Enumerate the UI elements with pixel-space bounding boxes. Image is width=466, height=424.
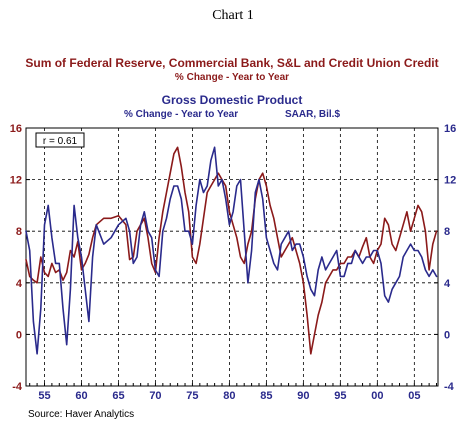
chart-subtitle-2-right: SAAR, Bil.$ — [285, 109, 340, 120]
x-tick-label: 75 — [186, 390, 198, 402]
y-tick-label-right: 16 — [444, 123, 456, 135]
x-tick-label: 90 — [297, 390, 309, 402]
y-tick-label-right: 12 — [444, 175, 456, 187]
x-tick-label: 05 — [408, 390, 420, 402]
y-tick-label-left: 0 — [16, 329, 22, 341]
x-tick-label: 85 — [260, 390, 272, 402]
y-tick-label-right: -4 — [444, 381, 455, 393]
x-tick-label: 60 — [75, 390, 87, 402]
chart-title: Sum of Federal Reserve, Commercial Bank,… — [25, 56, 438, 70]
chart-subtitle-2-left: % Change - Year to Year — [124, 109, 238, 120]
x-tick-label: 95 — [334, 390, 346, 402]
y-tick-label-right: 4 — [444, 278, 451, 290]
x-tick-label: 80 — [223, 390, 235, 402]
x-tick-label: 55 — [38, 390, 50, 402]
chart-number: Chart 1 — [212, 8, 254, 23]
y-tick-label-right: 0 — [444, 329, 450, 341]
series-line-credit — [25, 146, 438, 355]
chart-title-2: Gross Domestic Product — [162, 93, 303, 107]
series-line-gdp — [25, 146, 438, 355]
y-tick-label-right: 8 — [444, 226, 450, 238]
y-tick-label-left: 12 — [10, 175, 22, 187]
y-tick-label-left: 4 — [16, 278, 23, 290]
plot-frame — [25, 127, 439, 387]
x-tick-label: 65 — [112, 390, 124, 402]
correlation-label: r = 0.61 — [43, 136, 78, 147]
series-lines — [25, 146, 438, 355]
correlation-box — [35, 132, 85, 148]
chart-subtitle: % Change - Year to Year — [175, 72, 289, 83]
y-tick-label-left: -4 — [12, 381, 23, 393]
y-tick-label-left: 8 — [16, 226, 22, 238]
source-note: Source: Haver Analytics — [28, 409, 134, 420]
x-tick-label: 70 — [149, 390, 161, 402]
x-tick-label: 00 — [371, 390, 383, 402]
y-tick-label-left: 16 — [10, 123, 22, 135]
